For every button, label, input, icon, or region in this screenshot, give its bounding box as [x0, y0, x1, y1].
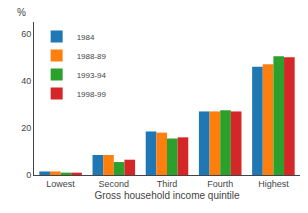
- svg-text:Gross household income quintil: Gross household income quintile: [94, 190, 240, 201]
- svg-text:40: 40: [21, 76, 31, 86]
- svg-text:1984: 1984: [77, 33, 95, 42]
- svg-text:Highest: Highest: [258, 179, 289, 189]
- svg-text:Third: Third: [157, 179, 178, 189]
- svg-text:Lowest: Lowest: [46, 179, 75, 189]
- svg-text:0: 0: [26, 170, 31, 180]
- svg-text:%: %: [17, 7, 26, 18]
- svg-text:20: 20: [21, 123, 31, 133]
- svg-text:60: 60: [21, 29, 31, 39]
- svg-text:1998-99: 1998-99: [77, 90, 107, 99]
- svg-text:Fourth: Fourth: [207, 179, 233, 189]
- svg-text:1993-94: 1993-94: [77, 71, 107, 80]
- svg-text:1988-89: 1988-89: [77, 52, 107, 61]
- svg-text:Second: Second: [99, 179, 130, 189]
